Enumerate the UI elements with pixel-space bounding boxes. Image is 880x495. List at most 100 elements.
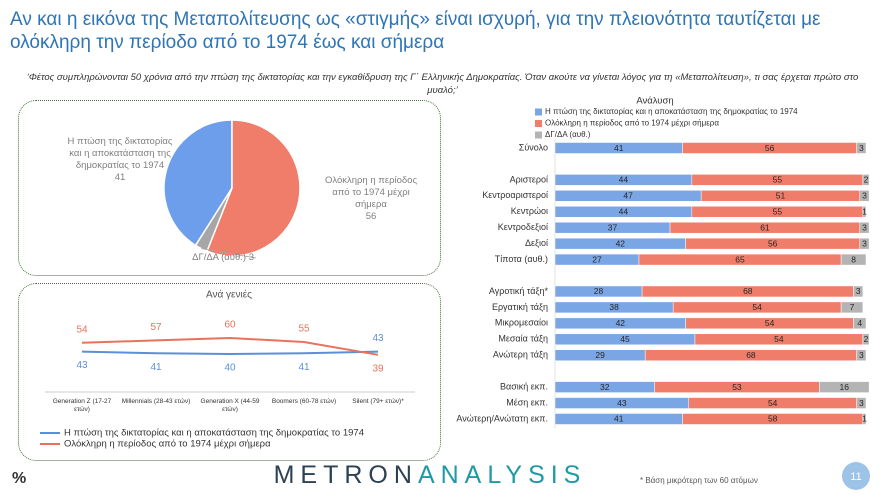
logo-part: ANALYSIS xyxy=(417,461,587,489)
x-tick-label: Generation Z (17-27 ετών) xyxy=(52,398,112,413)
data-label: 41 xyxy=(150,362,162,373)
bar-segment xyxy=(856,349,867,361)
data-label: 29 xyxy=(595,350,605,360)
data-label: 41 xyxy=(298,362,310,373)
data-label: 3 xyxy=(859,398,864,408)
data-label: 44 xyxy=(619,175,629,185)
line-panel xyxy=(18,283,441,461)
data-label: 53 xyxy=(732,382,742,392)
data-label: 45 xyxy=(620,334,630,344)
series-line xyxy=(81,336,379,356)
y-tick-label: Δεξιοί xyxy=(525,238,548,248)
data-label: 3 xyxy=(862,238,867,248)
bar-segment xyxy=(856,142,867,154)
pie-value-label: 3 xyxy=(248,252,254,263)
data-label: 54 xyxy=(765,318,775,328)
x-tick-label: Boomers (60-78 ετών) xyxy=(271,398,337,405)
chart-title: Ανάλυση xyxy=(636,96,673,107)
series-line xyxy=(81,350,379,356)
y-tick-label: Αγροτική τάξη* xyxy=(489,286,549,296)
bar-segment xyxy=(862,413,867,425)
data-label: 54 xyxy=(752,302,762,312)
data-label: 32 xyxy=(600,382,610,392)
data-label: 8 xyxy=(851,254,856,264)
footnote: * Βάση μικρότερη των 60 ατόμων xyxy=(640,476,758,485)
data-label: 39 xyxy=(372,363,384,374)
y-tick-label: Εργατική τάξη xyxy=(492,302,548,312)
leader-line xyxy=(201,248,257,259)
data-label: 47 xyxy=(623,191,633,201)
data-label: 2 xyxy=(864,175,869,185)
data-label: 68 xyxy=(743,286,753,296)
unit-label: % xyxy=(12,470,27,487)
pie-label: Ολόκληρη η περίοδος από το 1974 μέχρι σή… xyxy=(316,175,426,223)
data-label: 16 xyxy=(839,382,849,392)
data-label: 54 xyxy=(76,324,88,335)
pie-label-text: Ολόκληρη η περίοδος από το 1974 μέχρι σή… xyxy=(324,175,418,210)
data-label: 40 xyxy=(224,363,236,374)
data-label: 4 xyxy=(857,318,862,328)
y-tick-label: Ανώτερη/Ανώτατη εκπ. xyxy=(456,413,548,423)
slide-title: Αν και η εικόνα της Μεταπολίτευσης ως «σ… xyxy=(10,9,821,53)
data-label: 3 xyxy=(856,286,861,296)
pie-value-label: 56 xyxy=(365,211,377,222)
data-label: 7 xyxy=(850,302,855,312)
pie-label-text: Η πτώση της δικτατορίας και η αποκατάστα… xyxy=(67,136,173,171)
bar-segment xyxy=(819,381,870,393)
data-label: 42 xyxy=(616,238,626,248)
y-tick-label: Ανώτερη τάξη xyxy=(493,350,548,360)
y-tick-label: Τίποτα (αυθ.) xyxy=(495,254,548,264)
data-label: 55 xyxy=(298,324,310,335)
legend-label: ΔΓ/ΔΑ (αυθ.) xyxy=(545,130,591,139)
legend-swatch xyxy=(535,120,542,127)
bar-segment xyxy=(840,301,864,314)
data-label: 38 xyxy=(609,302,619,312)
data-label: 28 xyxy=(594,286,604,296)
data-label: 41 xyxy=(614,143,624,153)
bar-segment xyxy=(862,206,867,218)
logo: METRONANALYSIS xyxy=(230,461,630,490)
x-tick-label: Generation X (44-59 ετών) xyxy=(200,398,260,413)
data-label: 57 xyxy=(150,322,162,333)
data-label: 55 xyxy=(773,175,783,185)
bar-segment xyxy=(859,190,870,202)
y-tick-label: Μικρομεσαίοι xyxy=(495,318,548,328)
y-tick-label: Βασική εκπ. xyxy=(500,381,548,391)
data-label: 54 xyxy=(768,398,778,408)
y-tick-label: Μεσαία τάξη xyxy=(498,334,548,344)
legend-label: Ολόκληρη η περίοδος από το 1974 μέχρι σή… xyxy=(64,439,271,450)
data-label: 43 xyxy=(372,333,384,344)
data-label: 61 xyxy=(760,222,770,232)
pie-value-label: 41 xyxy=(114,172,126,183)
data-label: 41 xyxy=(614,414,624,424)
pie-slice xyxy=(205,119,301,257)
bar-segment xyxy=(859,221,870,234)
question: ‘Φέτος συμπληρώνονται 50 χρόνια από την … xyxy=(26,72,859,96)
y-tick-label: Αριστεροί xyxy=(510,174,548,184)
bar-segment xyxy=(853,285,864,298)
legend-swatch xyxy=(535,108,542,116)
data-label: 60 xyxy=(224,320,236,331)
data-label: 1 xyxy=(862,414,867,424)
data-label: 3 xyxy=(862,222,867,232)
data-label: 65 xyxy=(735,254,745,264)
data-label: 54 xyxy=(774,334,784,344)
pie-label: ΔΓ/ΔΑ (αυθ.) 3 xyxy=(192,252,254,264)
page-badge xyxy=(842,462,870,490)
pie-label: Η πτώση της δικτατορίας και η αποκατάστα… xyxy=(66,136,174,184)
pie-label-text: ΔΓ/ΔΑ (αυθ.) xyxy=(192,252,247,263)
data-label: 43 xyxy=(76,360,88,371)
x-tick-label: Millennials (28-43 ετών) xyxy=(121,398,191,405)
data-label: 2 xyxy=(864,334,869,344)
bar-segment xyxy=(862,174,870,186)
bar-segment xyxy=(853,317,867,330)
data-label: 3 xyxy=(859,143,864,153)
y-tick-label: Σύνολο xyxy=(519,142,548,152)
legend-swatch xyxy=(535,131,542,139)
bar-segment xyxy=(859,237,870,250)
data-label: 58 xyxy=(768,414,778,424)
bar-segment xyxy=(862,333,870,346)
data-label: 37 xyxy=(608,222,618,232)
